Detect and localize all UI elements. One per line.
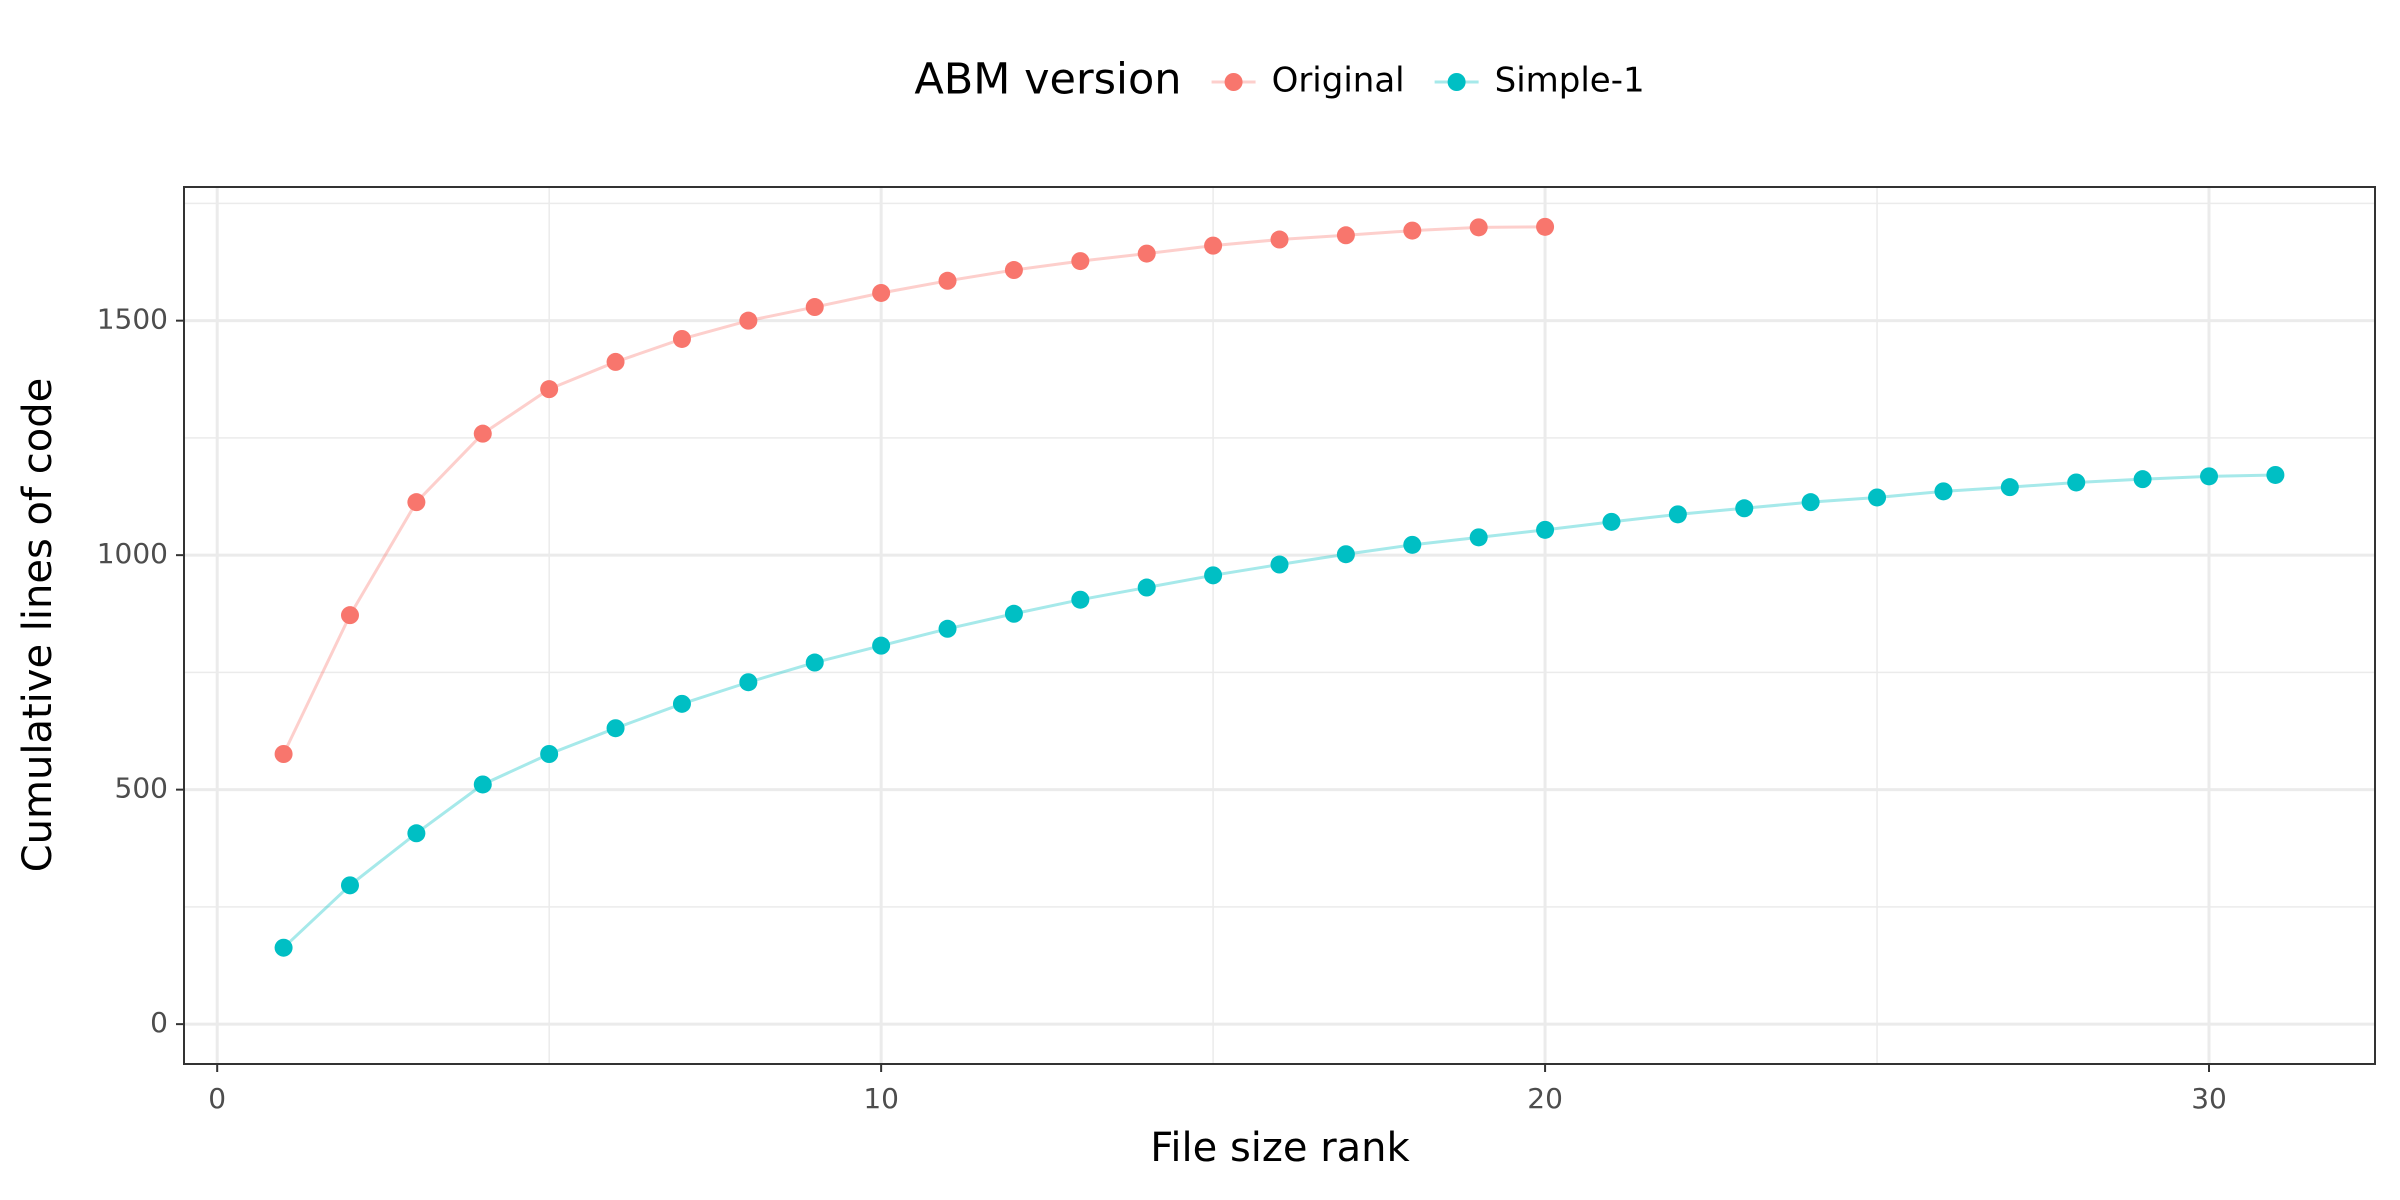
legend-label: Original [1272,61,1405,101]
data-point [1137,578,1156,597]
data-point [473,775,492,794]
data-point [540,380,559,399]
data-point [274,938,293,957]
data-point [1668,505,1687,524]
data-point [805,653,824,672]
data-point [606,352,625,371]
data-point [340,606,359,625]
data-point [1536,520,1555,539]
data-point [473,424,492,443]
data-point [1004,261,1023,280]
series-line [282,225,1546,755]
data-point [1004,604,1023,623]
data-point [1801,493,1820,512]
data-point [340,876,359,895]
data-point [1868,488,1887,507]
data-point [1735,499,1754,518]
legend-label: Simple-1 [1495,61,1645,101]
data-point [1270,230,1289,249]
x-tick-label: 20 [1527,1082,1563,1115]
data-point [1336,545,1355,564]
data-point [1469,528,1488,547]
legend-marker [1224,73,1243,91]
legend: ABM version Original Simple-1 [914,55,1644,105]
x-tick-label: 10 [863,1082,899,1115]
data-point [1602,512,1621,531]
data-point [1071,252,1090,271]
plot-border [183,186,2376,1065]
x-tick-label: 30 [2191,1082,2227,1115]
data-point [2200,467,2219,486]
data-point [2133,470,2152,489]
data-point [739,311,758,330]
data-point [1536,217,1555,236]
y-tick-label: 1500 [97,303,168,336]
data-point [1204,566,1223,585]
data-point [672,694,691,713]
data-point [1336,226,1355,245]
y-tick-label: 500 [115,772,168,805]
data-point [872,636,891,655]
data-point [872,283,891,302]
legend-marker [1447,73,1466,91]
data-point [407,493,426,512]
x-tick-label: 0 [208,1082,226,1115]
data-point [2266,465,2285,484]
legend-title: ABM version [914,55,1181,105]
data-point [407,824,426,843]
y-tick-label: 1000 [97,537,168,570]
data-point [672,329,691,348]
x-axis-title: File size rank [1150,1125,1410,1171]
data-point [274,745,293,764]
data-point [2067,473,2086,492]
data-point [606,719,625,738]
data-point [540,745,559,764]
data-point [938,619,957,638]
data-point [2000,478,2019,497]
data-point [1469,218,1488,237]
data-point [938,271,957,290]
data-point [1071,590,1090,609]
data-point [1204,236,1223,255]
y-axis-title: Cumulative lines of code [15,378,61,873]
data-point [1403,535,1422,554]
data-point [805,298,824,317]
y-tick-label: 0 [150,1006,168,1039]
data-point [1934,482,1953,501]
data-point [739,673,758,692]
data-point [1137,244,1156,263]
data-point [1270,555,1289,574]
data-point [1403,221,1422,240]
